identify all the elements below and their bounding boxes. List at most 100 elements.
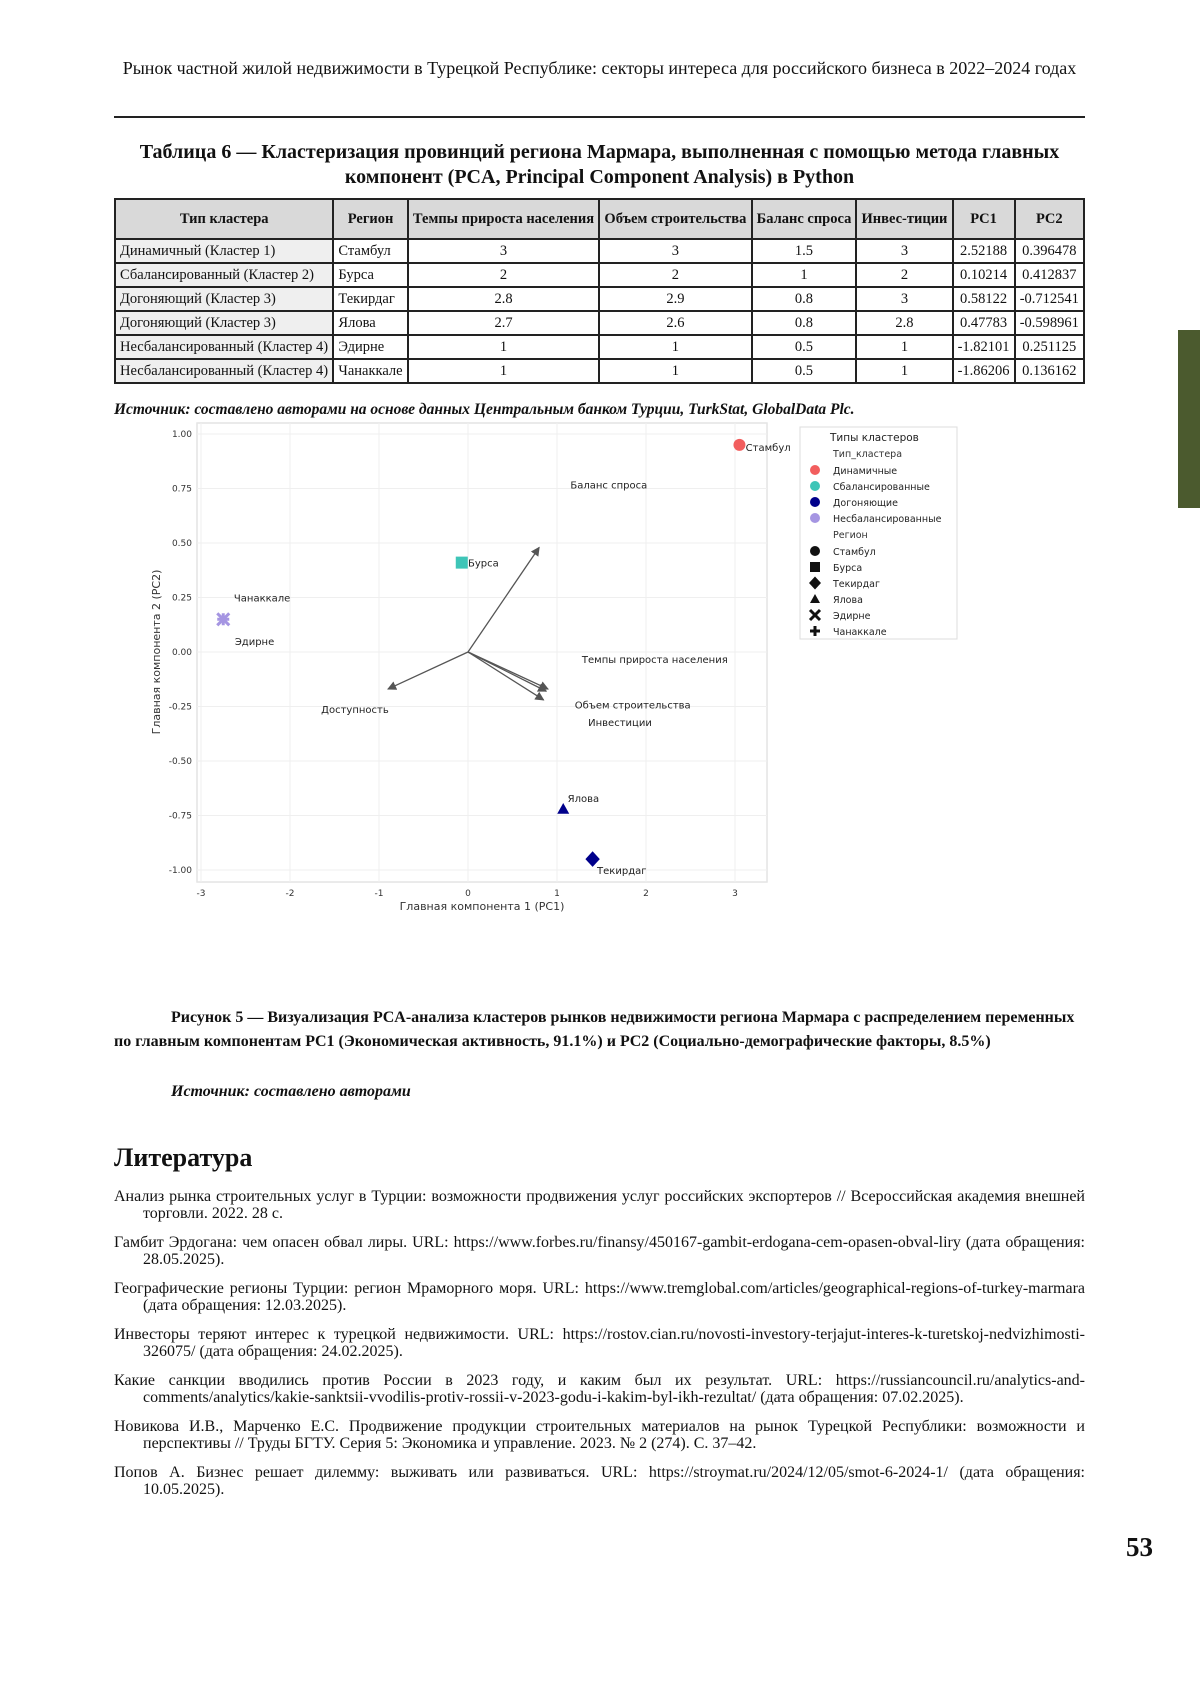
- figure-caption: Рисунок 5 — Визуализация PCA-анализа кла…: [114, 1006, 1085, 1054]
- loading-label: Инвестиции: [588, 718, 652, 729]
- table-cell: 2.8: [408, 287, 600, 311]
- table-cell: 0.5: [752, 359, 857, 383]
- column-header: PC2: [1015, 199, 1084, 239]
- reference-item: Географические регионы Турции: регион Мр…: [114, 1280, 1085, 1314]
- table-cell: 0.10214: [953, 263, 1015, 287]
- legend-region-header: Регион: [833, 530, 868, 541]
- reference-item: Анализ рынка строительных услуг в Турции…: [114, 1188, 1085, 1222]
- table-row: Догоняющий (Кластер 3)Текирдаг2.82.90.83…: [115, 287, 1084, 311]
- legend-entry: Динамичные: [833, 466, 897, 477]
- table-cell: 2.7: [408, 311, 600, 335]
- x-tick-label: 2: [643, 889, 649, 899]
- table-cell: Текирдаг: [333, 287, 407, 311]
- header-rule: [114, 116, 1085, 118]
- reference-item: Новикова И.В., Марченко Е.С. Продвижение…: [114, 1418, 1085, 1452]
- data-point: [456, 557, 468, 569]
- table-cell: Несбалансированный (Кластер 4): [115, 335, 333, 359]
- references-list: Анализ рынка строительных услуг в Турции…: [114, 1188, 1085, 1510]
- running-title: Рынок частной жилой недвижимости в Турец…: [114, 57, 1085, 80]
- x-tick-label: 3: [732, 889, 738, 899]
- x-tick-label: 0: [465, 889, 471, 899]
- legend-marker: [810, 481, 820, 491]
- point-label: Бурса: [468, 559, 499, 570]
- table-title: Таблица 6 — Кластеризация провинций реги…: [114, 140, 1085, 190]
- column-header: Объем строительства: [599, 199, 751, 239]
- column-header: Баланс спроса: [752, 199, 857, 239]
- table-cell: Ялова: [333, 311, 407, 335]
- table-cell: 1: [752, 263, 857, 287]
- table-cell: 1: [856, 335, 952, 359]
- table-cell: 1: [856, 359, 952, 383]
- table-row: Несбалансированный (Кластер 4)Эдирне110.…: [115, 335, 1084, 359]
- table-cell: Эдирне: [333, 335, 407, 359]
- y-tick-label: 0.00: [172, 648, 192, 658]
- legend-entry: Несбалансированные: [833, 514, 942, 525]
- reference-item: Попов А. Бизнес решает дилемму: выживать…: [114, 1464, 1085, 1498]
- point-label: Ялова: [568, 794, 599, 805]
- table-cell: Стамбул: [333, 239, 407, 263]
- y-tick-label: -0.50: [169, 757, 193, 767]
- loading-label: Доступность: [321, 705, 389, 716]
- table-cell: Динамичный (Кластер 1): [115, 239, 333, 263]
- table-cell: 2.6: [599, 311, 751, 335]
- table-cell: -0.598961: [1015, 311, 1084, 335]
- table-cell: 0.136162: [1015, 359, 1084, 383]
- point-label: Стамбул: [746, 443, 791, 454]
- y-axis-label: Главная компонента 2 (PC2): [150, 570, 163, 735]
- legend-marker: [810, 562, 820, 572]
- table-cell: 1: [408, 335, 600, 359]
- x-tick-label: -3: [197, 889, 206, 899]
- legend-entry: Догоняющие: [833, 498, 898, 509]
- legend-entry: Чанаккале: [833, 627, 887, 638]
- table-cell: 0.412837: [1015, 263, 1084, 287]
- table-cell: 1: [599, 359, 751, 383]
- table-cell: 2: [408, 263, 600, 287]
- table-cell: 2.8: [856, 311, 952, 335]
- x-tick-label: -1: [375, 889, 384, 899]
- table-cell: Сбалансированный (Кластер 2): [115, 263, 333, 287]
- table-cell: 1: [599, 335, 751, 359]
- table-row: Несбалансированный (Кластер 4)Чанаккале1…: [115, 359, 1084, 383]
- column-header: Инвес-тиции: [856, 199, 952, 239]
- table-row: Сбалансированный (Кластер 2)Бурса22120.1…: [115, 263, 1084, 287]
- cluster-table: Тип кластераРегионТемпы прироста населен…: [114, 198, 1085, 384]
- legend-entry: Ялова: [833, 595, 863, 606]
- data-point: [733, 439, 745, 451]
- column-header: Темпы прироста населения: [408, 199, 600, 239]
- x-tick-label: -2: [286, 889, 295, 899]
- legend-marker: [810, 465, 820, 475]
- y-tick-label: 1.00: [172, 430, 192, 440]
- table-cell: 2.52188: [953, 239, 1015, 263]
- table-cell: 2.9: [599, 287, 751, 311]
- table-cell: -1.86206: [953, 359, 1015, 383]
- page-number: 53: [1126, 1532, 1153, 1563]
- legend-marker: [810, 497, 820, 507]
- y-tick-label: 0.50: [172, 539, 192, 549]
- point-label: Эдирне: [235, 637, 274, 648]
- legend-entry: Эдирне: [833, 611, 871, 622]
- table-cell: 1.5: [752, 239, 857, 263]
- table-row: Догоняющий (Кластер 3)Ялова2.72.60.82.80…: [115, 311, 1084, 335]
- table-cell: 0.47783: [953, 311, 1015, 335]
- table-cell: 3: [408, 239, 600, 263]
- table-cell: 0.58122: [953, 287, 1015, 311]
- figure-source: Источник: составлено авторами: [171, 1083, 411, 1101]
- loading-label: Темпы прироста населения: [581, 655, 728, 666]
- table-cell: 1: [408, 359, 600, 383]
- x-tick-label: 1: [554, 889, 560, 899]
- reference-item: Гамбит Эрдогана: чем опасен обвал лиры. …: [114, 1234, 1085, 1268]
- table-cell: 0.251125: [1015, 335, 1084, 359]
- legend-title: Типы кластеров: [829, 432, 919, 444]
- column-header: PC1: [953, 199, 1015, 239]
- table-cell: 0.8: [752, 311, 857, 335]
- table-cell: Бурса: [333, 263, 407, 287]
- loading-label: Объем строительства: [575, 701, 691, 712]
- references-heading: Литература: [114, 1143, 252, 1173]
- y-tick-label: -1.00: [169, 866, 193, 876]
- table-cell: -0.712541: [1015, 287, 1084, 311]
- column-header: Регион: [333, 199, 407, 239]
- legend-entry: Сбалансированные: [833, 482, 930, 493]
- pca-biplot: -3-2-101231.000.750.500.250.00-0.25-0.50…: [150, 410, 1050, 930]
- legend-entry: Бурса: [833, 563, 862, 574]
- table-cell: 3: [856, 239, 952, 263]
